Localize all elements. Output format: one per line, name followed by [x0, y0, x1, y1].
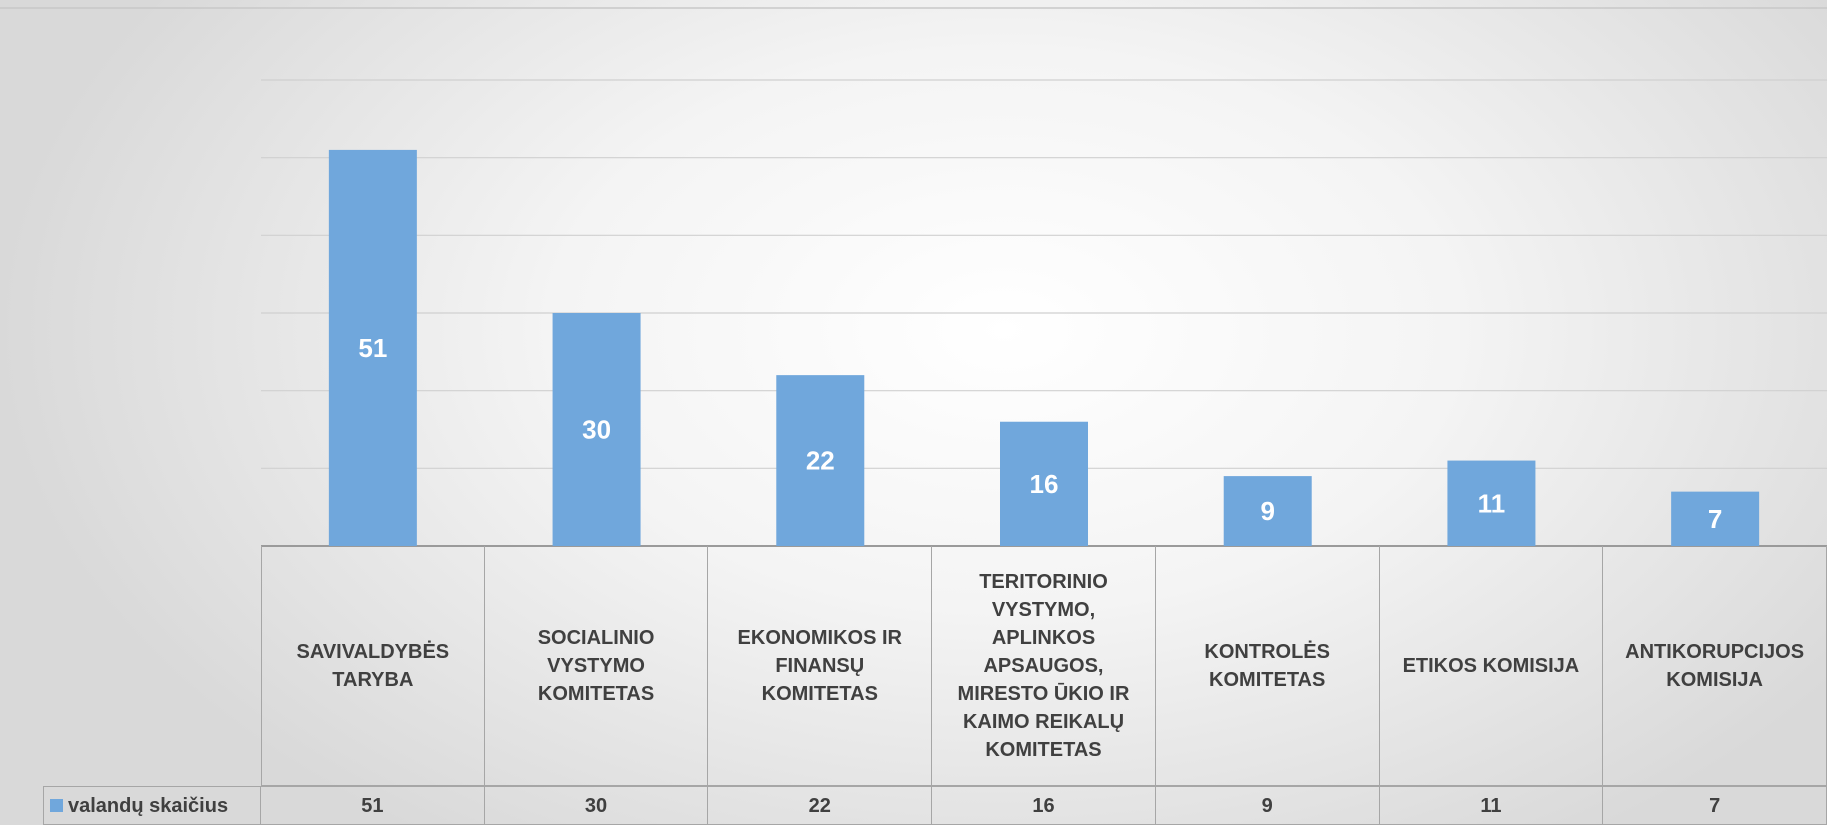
data-label: 11 — [1478, 488, 1506, 518]
table-value: 51 — [261, 786, 485, 825]
data-label: 22 — [806, 446, 835, 476]
bar — [1000, 421, 1088, 546]
data-label: 7 — [1708, 504, 1722, 534]
bar — [552, 313, 641, 546]
category-cell: SAVIVALDYBĖS TARYBA — [261, 546, 485, 786]
data-label: 16 — [1030, 469, 1059, 499]
table-value: 16 — [932, 786, 1156, 825]
category-cell: ETIKOS KOMISIJA — [1379, 546, 1604, 786]
data-label: 51 — [358, 333, 387, 363]
table-value: 7 — [1603, 786, 1827, 825]
category-cell: EKONOMIKOS IR FINANSŲ KOMITETAS — [708, 546, 933, 786]
table-value: 30 — [484, 786, 709, 825]
category-cell: KONTROLĖS KOMITETAS — [1155, 546, 1380, 786]
data-label: 9 — [1260, 496, 1274, 526]
table-value: 22 — [708, 786, 933, 825]
bar — [776, 375, 865, 546]
category-cell: SOCIALINIO VYSTYMO KOMITETAS — [484, 546, 709, 786]
table-value: 9 — [1155, 786, 1380, 825]
legend-label: valandų skaičius — [68, 794, 229, 817]
bar — [328, 149, 417, 546]
data-label: 30 — [582, 415, 611, 445]
category-cell: ANTIKORUPCIJOS KOMISIJA — [1603, 546, 1827, 786]
legend-swatch — [50, 799, 63, 812]
category-cell: TERITORINIO VYSTYMO, APLINKOS APSAUGOS, … — [932, 546, 1156, 786]
bar — [1447, 460, 1536, 546]
bar — [1671, 491, 1760, 546]
bar — [1223, 476, 1312, 546]
table-value: 11 — [1379, 786, 1604, 825]
legend-cell: valandų skaičius — [43, 786, 261, 825]
